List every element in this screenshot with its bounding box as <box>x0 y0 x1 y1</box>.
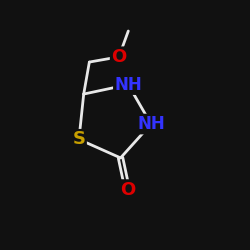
Text: S: S <box>72 130 86 148</box>
Text: O: O <box>111 48 126 66</box>
Text: NH: NH <box>114 76 142 94</box>
Text: NH: NH <box>137 115 165 133</box>
Text: O: O <box>120 181 135 199</box>
